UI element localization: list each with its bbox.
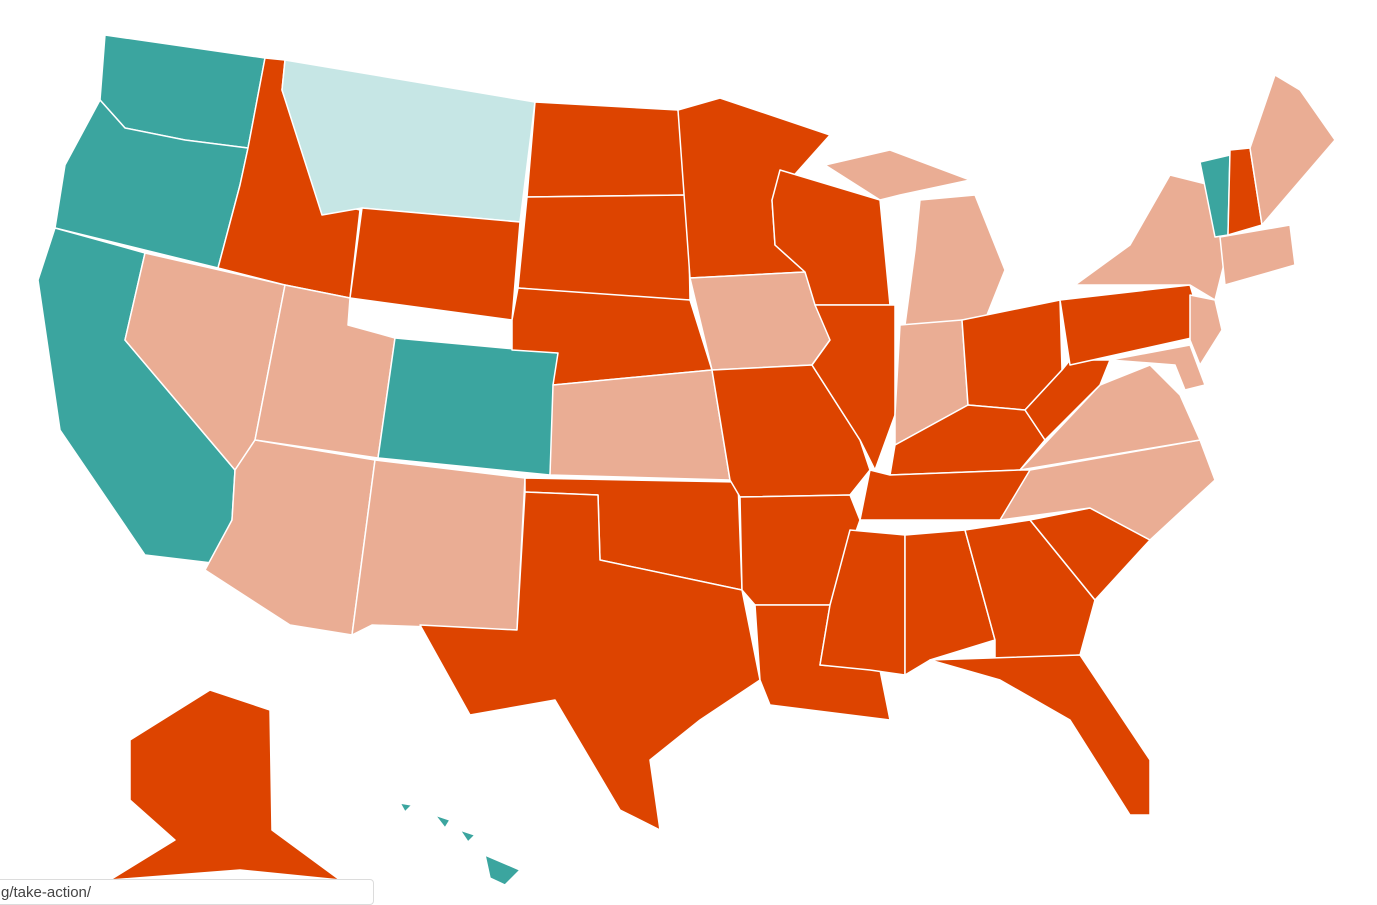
state <box>811 304 896 471</box>
state <box>1189 294 1223 366</box>
state <box>1109 344 1206 391</box>
state <box>399 802 413 813</box>
state <box>929 654 1151 816</box>
status-bar-url: g/take-action/ <box>0 879 374 905</box>
state <box>109 689 341 881</box>
state <box>904 194 1006 326</box>
state <box>377 337 559 476</box>
state <box>351 459 526 636</box>
states <box>37 34 1336 886</box>
state <box>904 529 996 676</box>
state <box>434 814 451 829</box>
state <box>484 854 521 886</box>
state <box>526 101 689 198</box>
state <box>1249 74 1336 226</box>
state <box>824 149 971 201</box>
state <box>549 369 731 481</box>
state <box>459 829 476 843</box>
state <box>517 194 691 301</box>
state <box>771 169 891 306</box>
state <box>511 287 713 386</box>
state <box>999 439 1216 541</box>
state <box>1074 174 1226 301</box>
state <box>349 207 521 321</box>
state <box>1219 224 1296 286</box>
state <box>281 59 536 223</box>
state <box>419 491 761 831</box>
